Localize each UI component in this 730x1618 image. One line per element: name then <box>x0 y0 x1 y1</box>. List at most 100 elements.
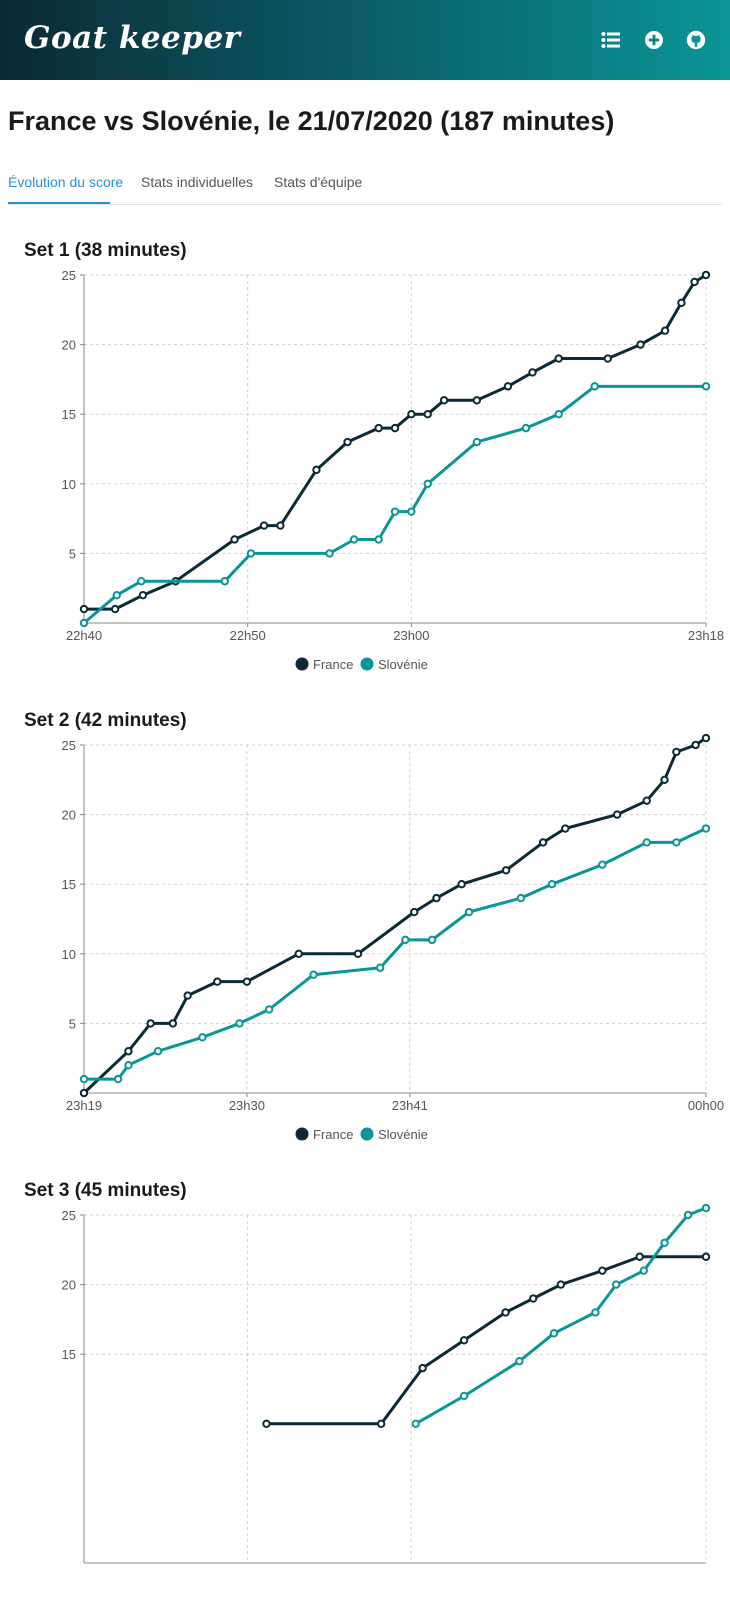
data-point <box>701 824 711 833</box>
y-tick-label: 20 <box>62 808 76 823</box>
y-tick-label: 25 <box>62 268 76 283</box>
app-logo[interactable]: Goat keeper <box>24 20 241 56</box>
data-point <box>309 970 318 979</box>
chart-legend: France Slovénie <box>295 1127 428 1142</box>
x-tick-label: 23h00 <box>393 628 429 643</box>
data-point <box>423 479 432 489</box>
data-point <box>262 1419 271 1429</box>
tab-bar: Évolution du score Stats individuelles S… <box>8 160 722 205</box>
data-point <box>376 1419 386 1429</box>
legend-marker-slovenie <box>360 657 374 671</box>
data-point <box>612 810 622 819</box>
data-point <box>153 1047 163 1056</box>
x-tick-label: 23h30 <box>229 1098 265 1113</box>
data-point <box>138 590 148 600</box>
data-point <box>529 1294 538 1303</box>
data-point <box>561 824 570 833</box>
data-point <box>690 277 699 287</box>
data-point <box>683 1210 693 1220</box>
legend-marker-france <box>295 657 309 671</box>
data-point <box>390 507 400 516</box>
tab-score-evolution[interactable]: Évolution du score <box>8 174 124 190</box>
data-point <box>198 1033 207 1042</box>
data-point <box>636 340 645 349</box>
tab-team-stats[interactable]: Stats d'équipe <box>274 174 363 190</box>
chart-legend: France Slovénie <box>295 657 428 672</box>
series-line-france <box>266 1255 706 1426</box>
y-tick-label: 15 <box>62 1347 76 1362</box>
data-point <box>423 410 432 419</box>
data-point <box>401 935 410 945</box>
data-point <box>79 618 89 628</box>
github-icon[interactable] <box>686 30 706 50</box>
data-point <box>276 521 285 530</box>
y-tick-label: 20 <box>62 1278 76 1293</box>
series-line-slovénie <box>84 827 707 1081</box>
x-tick-label: 22h40 <box>66 628 102 643</box>
data-point <box>124 1060 133 1070</box>
x-tick-label: 00h00 <box>688 1098 724 1113</box>
data-point <box>375 963 385 972</box>
y-tick-label: 15 <box>62 407 76 422</box>
y-tick-label: 20 <box>62 338 76 353</box>
x-tick-label: 23h19 <box>66 1098 102 1113</box>
data-point <box>124 1047 133 1056</box>
data-point <box>521 423 531 433</box>
data-point <box>343 437 352 447</box>
set-1-score-chart: 5 10 15 20 25 22h40 22h50 23h00 23h18 France Slové… <box>62 268 725 672</box>
data-point <box>230 535 239 544</box>
y-tick-label: 10 <box>62 477 76 492</box>
data-point <box>501 1308 510 1317</box>
data-point <box>701 733 711 743</box>
set-3-score-chart: 15 20 25 <box>62 1203 711 1564</box>
data-point <box>264 1005 274 1014</box>
data-point <box>457 880 466 889</box>
y-tick-label: 5 <box>69 1016 76 1031</box>
data-point <box>538 838 548 847</box>
data-point <box>79 1074 89 1084</box>
data-point <box>112 590 121 600</box>
data-point <box>639 1266 648 1275</box>
data-point <box>701 1203 711 1213</box>
data-point <box>410 907 419 917</box>
data-point <box>554 410 563 419</box>
data-point <box>642 838 651 847</box>
data-point <box>79 1088 89 1098</box>
data-point <box>146 1019 155 1028</box>
legend-label-slovenie: Slovénie <box>378 1127 428 1142</box>
data-point <box>79 604 89 614</box>
legend-marker-france <box>295 1127 309 1141</box>
y-tick-label: 5 <box>69 546 76 561</box>
add-icon[interactable] <box>644 30 664 50</box>
data-point <box>353 949 363 959</box>
page-title: France vs Slovénie, le 21/07/2020 (187 m… <box>8 106 615 136</box>
chart-grid <box>84 274 707 623</box>
y-tick-label: 10 <box>62 947 76 962</box>
data-point <box>464 907 474 917</box>
data-point <box>432 893 441 903</box>
data-point <box>374 535 383 544</box>
list-icon[interactable] <box>601 30 621 50</box>
data-point <box>390 423 400 433</box>
data-point <box>503 382 513 391</box>
data-point <box>660 1238 669 1248</box>
chart-grid <box>84 744 707 1093</box>
legend-label-slovenie: Slovénie <box>378 657 428 672</box>
data-point <box>213 977 222 986</box>
y-tick-label: 15 <box>62 877 76 892</box>
legend-label-france: France <box>313 1127 353 1142</box>
data-point <box>672 747 681 757</box>
series-line-slovénie <box>414 1206 707 1426</box>
data-point <box>660 326 670 335</box>
data-point <box>611 1280 621 1289</box>
data-point <box>672 838 681 847</box>
series-line-slovénie <box>83 384 706 625</box>
data-point <box>459 1391 469 1401</box>
data-point <box>598 860 607 869</box>
x-tick-label: 22h50 <box>230 628 266 643</box>
data-point <box>556 1280 566 1289</box>
active-tab-indicator <box>8 202 110 204</box>
data-point <box>168 1019 178 1028</box>
tab-individual-stats[interactable]: Stats individuelles <box>141 174 254 190</box>
set-1-title: Set 1 (38 minutes) <box>24 240 187 261</box>
